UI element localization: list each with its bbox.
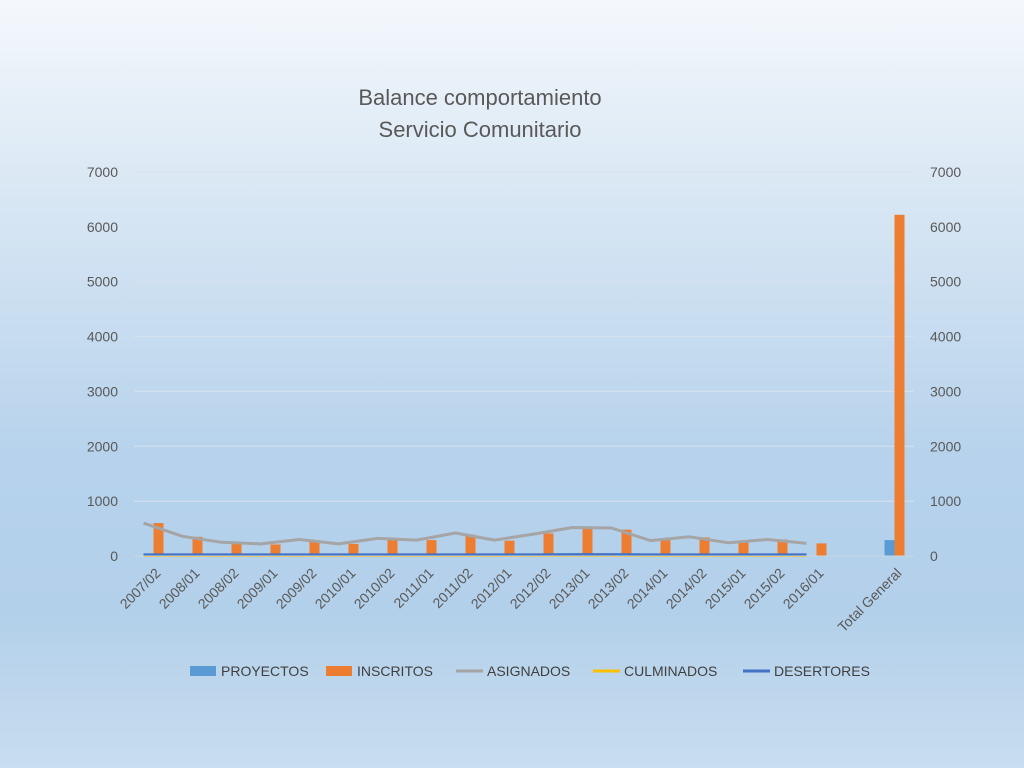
x-tick-label: 2008/01 [156, 565, 203, 612]
chart-title-line-2: Servicio Comunitario [379, 117, 582, 142]
legend-label-culminados: CULMINADOS [624, 663, 717, 679]
y-tick-label-right: 2000 [930, 438, 961, 454]
y-tick-label-left: 3000 [87, 383, 118, 399]
x-tick-label: 2015/02 [741, 565, 788, 612]
line-asignados [143, 521, 807, 546]
chart-title-line-1: Balance comportamiento [358, 85, 601, 110]
x-tick-label: 2013/01 [546, 565, 593, 612]
y-tick-label-left: 7000 [87, 164, 118, 180]
bars [143, 214, 905, 557]
bar-inscritos [621, 529, 632, 556]
bar-inscritos [660, 540, 671, 556]
x-axis: 2007/022008/012008/022009/012009/022010/… [117, 555, 914, 635]
y-tick-label-left: 6000 [87, 219, 118, 235]
bar-proyectos [884, 540, 895, 556]
x-tick-label: 2016/01 [780, 565, 827, 612]
bar-inscritos [504, 540, 515, 556]
legend-swatch-proyectos [190, 666, 216, 676]
bar-inscritos [543, 533, 554, 556]
x-tick-label: 2015/01 [702, 565, 749, 612]
x-tick-label: 2014/01 [624, 565, 671, 612]
bar-inscritos [348, 543, 359, 556]
bar-inscritos [777, 539, 788, 556]
x-tick-label: 2012/01 [468, 565, 515, 612]
x-tick-label: 2011/02 [429, 565, 476, 612]
bar-inscritos [153, 523, 164, 556]
legend-label-inscritos: INSCRITOS [357, 663, 433, 679]
x-tick-label: 2008/02 [195, 565, 242, 612]
bar-inscritos [816, 543, 827, 556]
y-tick-label-right: 6000 [930, 219, 961, 235]
x-tick-label: 2010/02 [351, 565, 398, 612]
legend-swatch-inscritos [326, 666, 352, 676]
y-tick-label-left: 5000 [87, 274, 118, 290]
legend: PROYECTOS INSCRITOS ASIGNADOS CULMINADOS DES… [190, 663, 870, 679]
legend-label-proyectos: PROYECTOS [221, 663, 309, 679]
bar-inscritos [894, 214, 905, 556]
gridlines [134, 171, 914, 557]
bar-inscritos [426, 540, 437, 556]
bar-inscritos [192, 536, 203, 556]
legend-label-desertores: DESERTORES [774, 663, 870, 679]
bar-inscritos [387, 538, 398, 556]
x-tick-label: 2010/01 [312, 565, 359, 612]
x-tick-label: 2012/02 [507, 565, 554, 612]
y-tick-label-right: 0 [930, 548, 938, 564]
x-tick-label: 2009/01 [234, 565, 281, 612]
bar-inscritos [309, 540, 320, 556]
y-tick-label-left: 0 [110, 548, 118, 564]
y-axis-left: 0 1000 2000 3000 4000 5000 6000 7000 [87, 164, 118, 564]
chart-title: Balance comportamiento Servicio Comunita… [358, 85, 601, 142]
bar-inscritos [465, 534, 476, 556]
x-tick-label: 2007/02 [117, 565, 164, 612]
x-tick-label: 2009/02 [273, 565, 320, 612]
bar-inscritos [738, 542, 749, 556]
x-tick-label: 2014/02 [663, 565, 710, 612]
x-tick-label: Total General [834, 565, 904, 635]
bar-inscritos [231, 542, 242, 556]
y-tick-label-right: 5000 [930, 274, 961, 290]
x-tick-label: 2011/01 [390, 565, 437, 612]
y-tick-label-left: 1000 [87, 493, 118, 509]
legend-label-asignados: ASIGNADOS [487, 663, 570, 679]
y-axis-right: 0 1000 2000 3000 4000 5000 6000 7000 [930, 164, 961, 564]
y-tick-label-right: 3000 [930, 383, 961, 399]
y-tick-label-left: 2000 [87, 438, 118, 454]
x-tick-label: 2013/02 [585, 565, 632, 612]
y-tick-label-right: 4000 [930, 329, 961, 345]
bar-inscritos [699, 537, 710, 556]
y-tick-label-right: 1000 [930, 493, 961, 509]
y-tick-label-left: 4000 [87, 329, 118, 345]
y-tick-label-right: 7000 [930, 164, 961, 180]
bar-inscritos [582, 528, 593, 556]
bar-inscritos [270, 544, 281, 556]
